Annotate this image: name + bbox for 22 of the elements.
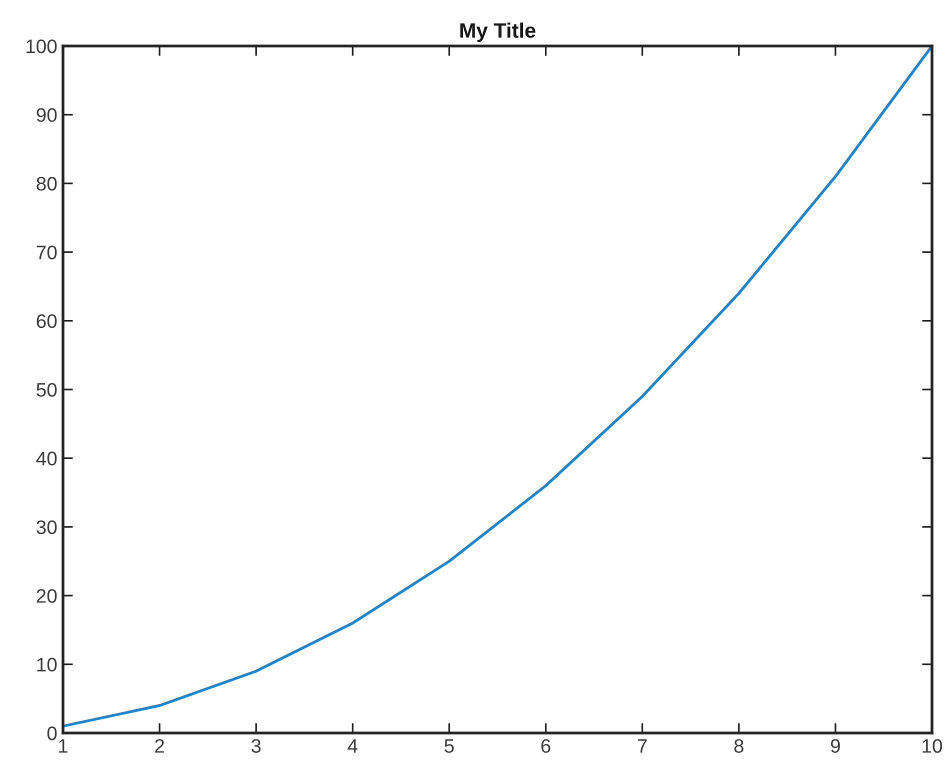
y-tick-label: 50	[36, 382, 57, 397]
x-tick-label: 7	[638, 739, 647, 753]
y-tick-label: 80	[36, 176, 57, 191]
x-tick-label: 1	[59, 739, 68, 753]
y-tick-label: 30	[36, 520, 57, 534]
x-tick-label: 9	[830, 739, 840, 753]
y-tick-label: 0	[47, 726, 57, 740]
x-tick-label: 6	[541, 739, 550, 753]
x-tick-label: 10	[922, 739, 942, 753]
y-tick-label: 20	[36, 589, 57, 603]
chart-title: My Title	[460, 22, 536, 42]
y-tick-label: 70	[36, 246, 57, 260]
y-tick-label: 100	[26, 39, 57, 54]
x-tick-label: 8	[734, 739, 744, 753]
y-tick-label: 40	[36, 452, 57, 466]
x-tick-label: 4	[348, 739, 358, 753]
y-tick-label: 90	[36, 108, 57, 122]
x-tick-label: 5	[444, 739, 454, 753]
y-tick-label: 10	[37, 658, 57, 672]
y-tick-label: 60	[36, 314, 57, 328]
x-tick-label: 3	[251, 739, 261, 753]
x-tick-label: 2	[155, 739, 164, 753]
